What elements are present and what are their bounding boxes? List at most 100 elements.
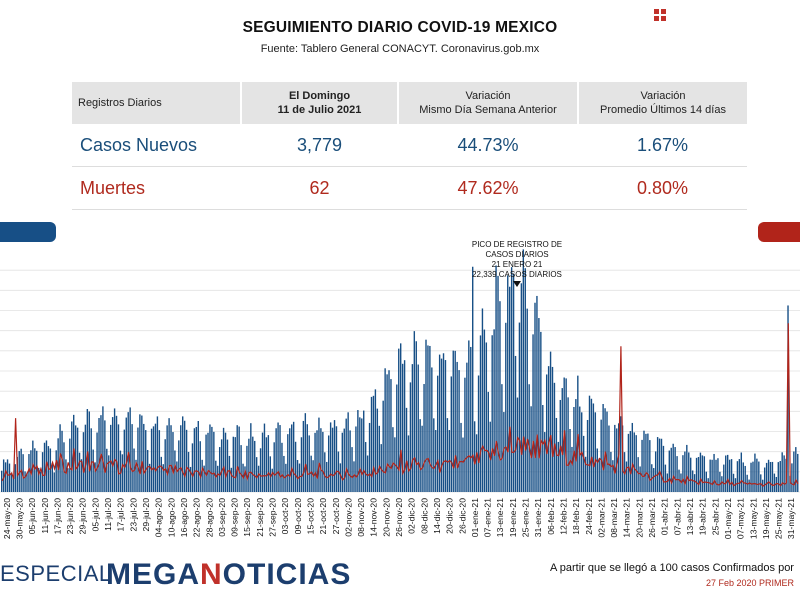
case-bar	[654, 451, 657, 492]
case-bar	[797, 453, 799, 492]
case-bar	[643, 430, 645, 492]
case-bar	[553, 382, 556, 492]
case-bar	[178, 440, 180, 492]
case-bar	[156, 416, 159, 492]
case-bar	[166, 425, 168, 492]
case-bar	[512, 273, 515, 492]
case-bar	[259, 448, 262, 492]
x-tick-label: 20-nov-20	[381, 498, 391, 537]
source-line: Fuente: Tablero General CONACYT. Coronav…	[260, 43, 540, 55]
x-tick-label: 01-ene-21	[470, 498, 480, 537]
case-bar	[571, 446, 573, 492]
case-bar	[224, 432, 227, 492]
case-bar	[514, 355, 517, 492]
case-bar	[717, 458, 719, 492]
case-bar	[88, 411, 90, 492]
case-bar	[254, 440, 256, 492]
case-bar	[78, 452, 81, 492]
case-bar	[656, 437, 659, 492]
case-bar	[545, 374, 548, 492]
case-bar	[763, 467, 766, 492]
case-bar	[637, 457, 639, 492]
header-var-week: Variación Mismo Día Semana Anterior	[397, 82, 578, 124]
x-tick-label: 10-ago-20	[166, 498, 176, 537]
case-bar	[211, 426, 213, 492]
case-bar	[234, 437, 236, 492]
case-bar	[374, 389, 377, 492]
case-bar	[300, 437, 303, 492]
case-bar	[189, 466, 192, 492]
case-bar	[584, 456, 587, 492]
case-bar	[131, 424, 133, 492]
case-bar	[160, 456, 162, 492]
case-bar	[139, 414, 141, 492]
case-bar	[277, 422, 279, 492]
case-bar	[473, 421, 476, 492]
case-bar	[8, 463, 11, 492]
x-tick-label: 13-may-21	[748, 498, 758, 539]
case-bar	[520, 283, 523, 492]
header-date-line1: El Domingo	[288, 90, 351, 102]
case-bar	[1, 470, 3, 492]
case-bar	[115, 415, 118, 492]
row-casos-nuevos: Casos Nuevos 3,779 44.73% 1.67%	[72, 124, 747, 167]
case-bar	[26, 472, 28, 492]
case-bar	[37, 467, 40, 492]
case-bar	[610, 451, 612, 492]
case-bar	[36, 450, 38, 492]
case-bar	[388, 370, 390, 492]
case-bar	[623, 452, 626, 492]
case-bar	[452, 350, 454, 492]
case-bar	[316, 430, 318, 492]
case-bar	[302, 420, 305, 492]
case-bar	[263, 423, 266, 492]
case-bar	[273, 442, 275, 492]
case-bar	[423, 384, 425, 492]
case-bar	[248, 438, 250, 492]
case-bar	[41, 452, 44, 492]
case-bar	[672, 443, 674, 492]
case-bar	[92, 449, 94, 492]
case-bar	[604, 408, 606, 492]
case-bar	[341, 432, 344, 492]
brand-logo: MEGANOTICIAS	[106, 558, 351, 592]
x-tick-label: 19-may-21	[761, 498, 771, 539]
case-bar	[137, 427, 139, 492]
case-bar	[265, 437, 268, 492]
case-bar	[69, 438, 71, 492]
case-bar	[368, 422, 371, 492]
case-bar	[674, 447, 676, 492]
x-tick-label: 07-abr-21	[672, 498, 682, 535]
case-bar	[10, 473, 13, 492]
case-bar	[366, 455, 369, 492]
x-tick-label: 21-sep-20	[255, 498, 265, 537]
case-bar	[754, 453, 756, 492]
case-bar	[472, 266, 474, 492]
case-bar	[594, 412, 597, 492]
case-bar	[588, 395, 591, 492]
case-bar	[172, 432, 174, 492]
case-bar	[440, 358, 443, 492]
x-tick-label: 27-oct-20	[331, 498, 341, 535]
x-tick-label: 01-may-21	[723, 498, 733, 539]
case-bar	[213, 431, 215, 492]
case-bar	[582, 435, 585, 492]
case-bar	[477, 375, 480, 492]
case-bar	[783, 455, 785, 492]
case-bar	[446, 418, 449, 492]
case-bar	[742, 462, 744, 492]
case-bar	[361, 418, 363, 492]
case-bar	[723, 464, 725, 492]
case-bar	[119, 450, 122, 492]
case-bar	[403, 360, 406, 492]
case-bar	[267, 435, 270, 492]
x-tick-label: 16-ago-20	[179, 498, 189, 537]
header-var-week-line2: Mismo Día Semana Anterior	[419, 104, 557, 116]
case-bar	[429, 345, 431, 492]
case-bar	[382, 400, 384, 492]
case-bar	[462, 437, 464, 492]
case-bar	[495, 265, 497, 492]
case-bar	[691, 470, 694, 492]
x-tick-label: 11-jul-20	[103, 498, 113, 531]
case-bar	[413, 331, 416, 492]
